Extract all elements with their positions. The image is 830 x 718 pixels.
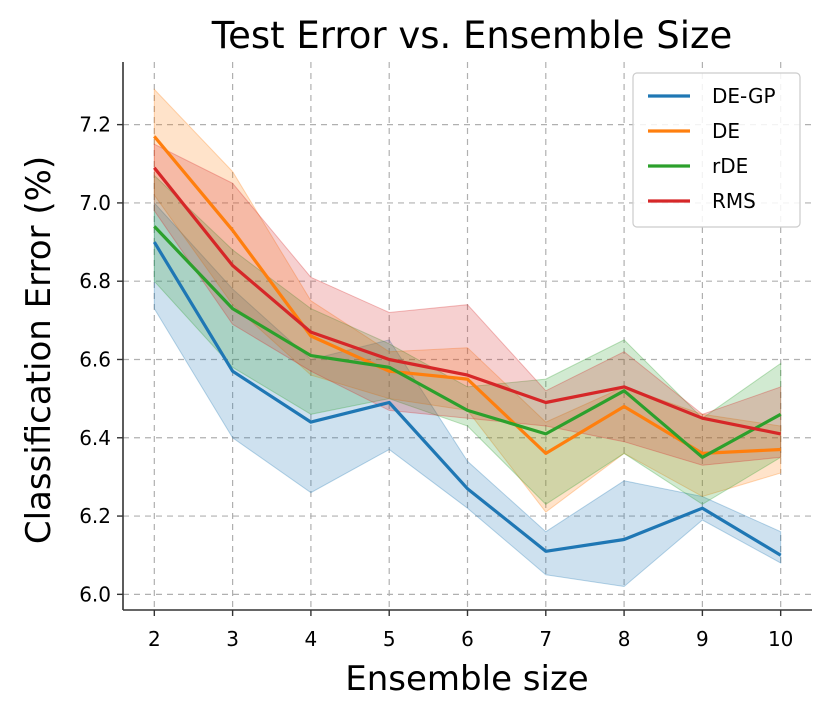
x-tick-label: 3 — [226, 627, 239, 651]
legend: DE-GP DE rDE RMS — [632, 72, 801, 228]
x-tick-label: 5 — [383, 627, 396, 651]
y-tick-label: 6.8 — [79, 269, 111, 293]
series-lines — [152, 135, 782, 557]
x-ticks: 2 3 4 5 6 7 8 9 10 — [148, 610, 793, 651]
y-tick-label: 6.6 — [79, 347, 111, 371]
band-rms — [153, 143, 782, 466]
line-de — [153, 135, 781, 455]
legend-box — [632, 72, 801, 228]
y-tick-label: 6.2 — [79, 504, 111, 528]
legend-label-de-gp: DE-GP — [712, 84, 776, 108]
legend-label-de: DE — [712, 119, 740, 143]
x-tick-label: 2 — [148, 627, 161, 651]
y-tick-label: 6.4 — [79, 426, 111, 450]
y-tick-label: 6.0 — [79, 582, 111, 606]
x-tick-label: 7 — [539, 627, 552, 651]
x-tick-label: 10 — [768, 627, 793, 651]
band-rde — [153, 174, 782, 505]
x-axis-label: Ensemble size — [345, 659, 588, 699]
y-axis-label: Classification Error (%) — [19, 156, 59, 544]
x-tick-label: 8 — [618, 627, 631, 651]
y-ticks: 6.0 6.2 6.4 6.6 6.8 7.0 7.2 — [79, 113, 123, 606]
x-tick-label: 6 — [461, 627, 474, 651]
line-rde — [153, 225, 782, 459]
line-rms — [153, 166, 782, 436]
legend-label-rms: RMS — [712, 189, 756, 213]
band-de-gp — [153, 201, 782, 588]
y-tick-label: 7.0 — [79, 191, 111, 215]
legend-label-rde: rDE — [712, 154, 748, 178]
x-tick-label: 4 — [305, 627, 318, 651]
chart-title: Test Error vs. Ensemble Size — [211, 14, 732, 57]
x-tick-label: 9 — [696, 627, 709, 651]
y-tick-label: 7.2 — [79, 113, 111, 137]
line-de-gp — [152, 241, 782, 557]
